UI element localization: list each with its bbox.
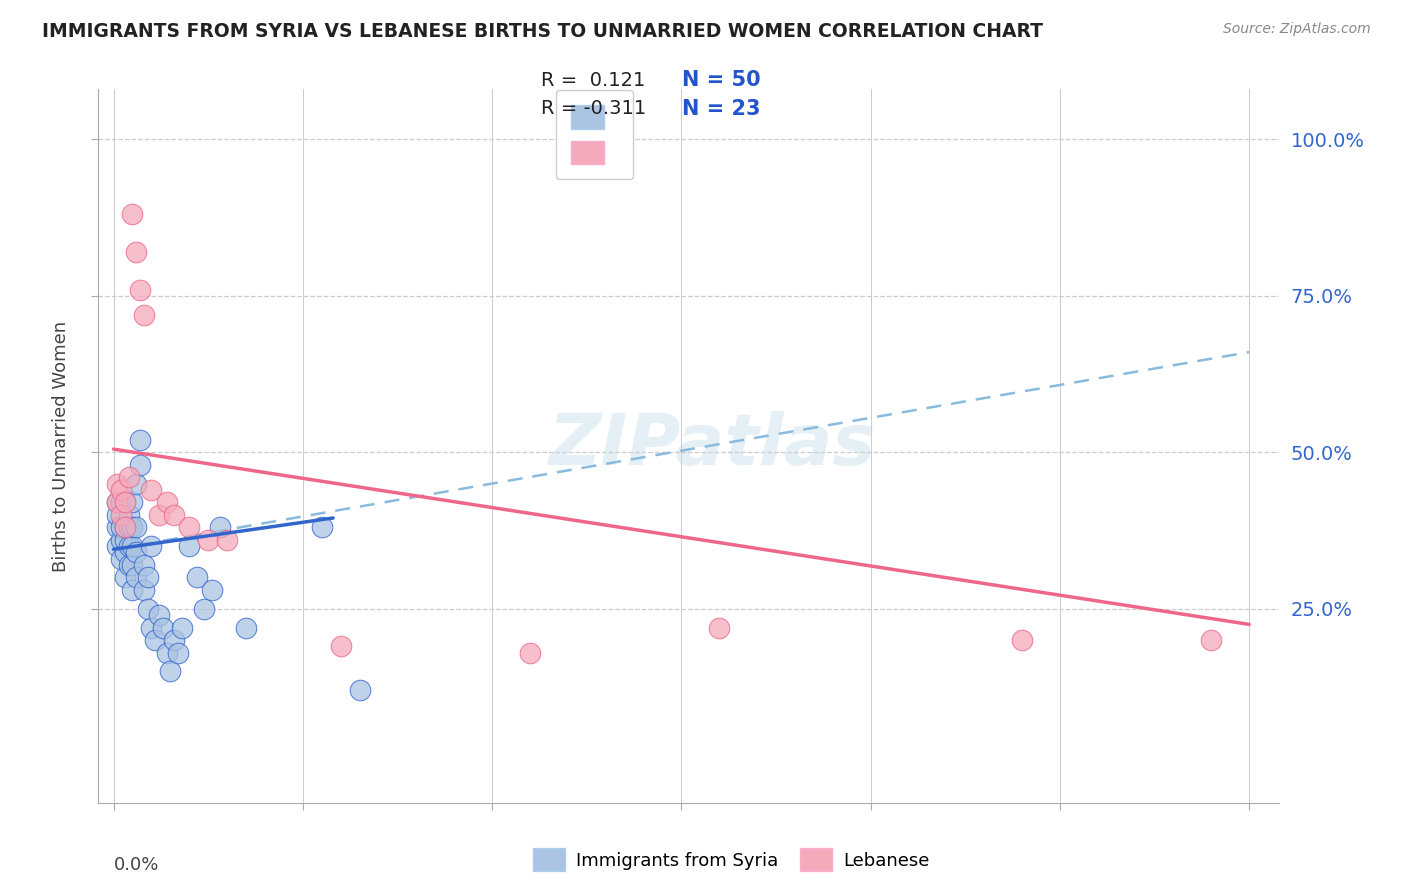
Point <box>114 570 136 584</box>
Point <box>152 621 174 635</box>
Point <box>121 582 143 597</box>
Point <box>349 683 371 698</box>
Point <box>155 646 177 660</box>
Point <box>105 476 128 491</box>
Point <box>163 633 186 648</box>
Point <box>129 433 152 447</box>
Point <box>179 539 201 553</box>
Point <box>193 601 215 615</box>
Point <box>208 520 231 534</box>
Point <box>141 621 163 635</box>
Text: ZIPatlas: ZIPatlas <box>548 411 876 481</box>
Point <box>159 665 181 679</box>
Point <box>163 508 186 522</box>
Legend: , : , <box>557 90 633 179</box>
Point <box>105 508 128 522</box>
Point <box>136 570 159 584</box>
Point <box>110 495 132 509</box>
Point <box>110 520 132 534</box>
Point <box>121 520 143 534</box>
Point <box>118 539 141 553</box>
Point <box>311 520 333 534</box>
Point <box>143 633 166 648</box>
Point <box>217 533 239 547</box>
Point <box>148 607 170 622</box>
Point <box>114 520 136 534</box>
Point <box>110 483 132 497</box>
Point <box>110 551 132 566</box>
Text: R =  0.121: R = 0.121 <box>541 70 645 90</box>
Point <box>235 621 257 635</box>
Point <box>110 533 132 547</box>
Point <box>125 244 148 259</box>
Text: N = 50: N = 50 <box>682 70 761 90</box>
Text: N = 23: N = 23 <box>682 99 761 119</box>
Point <box>201 582 224 597</box>
Point <box>179 520 201 534</box>
Point <box>105 495 128 509</box>
Point <box>186 570 208 584</box>
Point <box>170 621 193 635</box>
Point <box>114 545 136 559</box>
Point <box>110 508 132 522</box>
Point <box>125 520 148 534</box>
Point <box>129 458 152 472</box>
Point <box>148 508 170 522</box>
Point <box>105 539 128 553</box>
Point <box>141 539 163 553</box>
Point <box>709 621 731 635</box>
Point <box>1011 633 1033 648</box>
Point <box>155 495 177 509</box>
Point <box>141 483 163 497</box>
Point <box>519 646 541 660</box>
Point <box>114 520 136 534</box>
Point <box>132 308 155 322</box>
Point <box>118 470 141 484</box>
Point <box>118 520 141 534</box>
Point <box>121 207 143 221</box>
Point <box>132 558 155 572</box>
Point <box>118 558 141 572</box>
Point <box>136 601 159 615</box>
Point <box>125 545 148 559</box>
Point <box>121 539 143 553</box>
Point <box>197 533 219 547</box>
Point <box>114 533 136 547</box>
Text: Source: ZipAtlas.com: Source: ZipAtlas.com <box>1223 22 1371 37</box>
Point <box>132 582 155 597</box>
Point <box>125 570 148 584</box>
Point <box>114 495 136 509</box>
Text: R = -0.311: R = -0.311 <box>541 99 647 119</box>
Point <box>118 508 141 522</box>
Point <box>167 646 190 660</box>
Point <box>114 495 136 509</box>
Point <box>121 495 143 509</box>
Point <box>125 476 148 491</box>
Text: IMMIGRANTS FROM SYRIA VS LEBANESE BIRTHS TO UNMARRIED WOMEN CORRELATION CHART: IMMIGRANTS FROM SYRIA VS LEBANESE BIRTHS… <box>42 22 1043 41</box>
Point <box>105 520 128 534</box>
Point <box>329 640 352 654</box>
Point <box>121 558 143 572</box>
Y-axis label: Births to Unmarried Women: Births to Unmarried Women <box>52 320 70 572</box>
Point <box>105 495 128 509</box>
Point <box>1201 633 1223 648</box>
Point <box>129 283 152 297</box>
Legend: Immigrants from Syria, Lebanese: Immigrants from Syria, Lebanese <box>526 841 936 879</box>
Text: 0.0%: 0.0% <box>114 856 159 874</box>
